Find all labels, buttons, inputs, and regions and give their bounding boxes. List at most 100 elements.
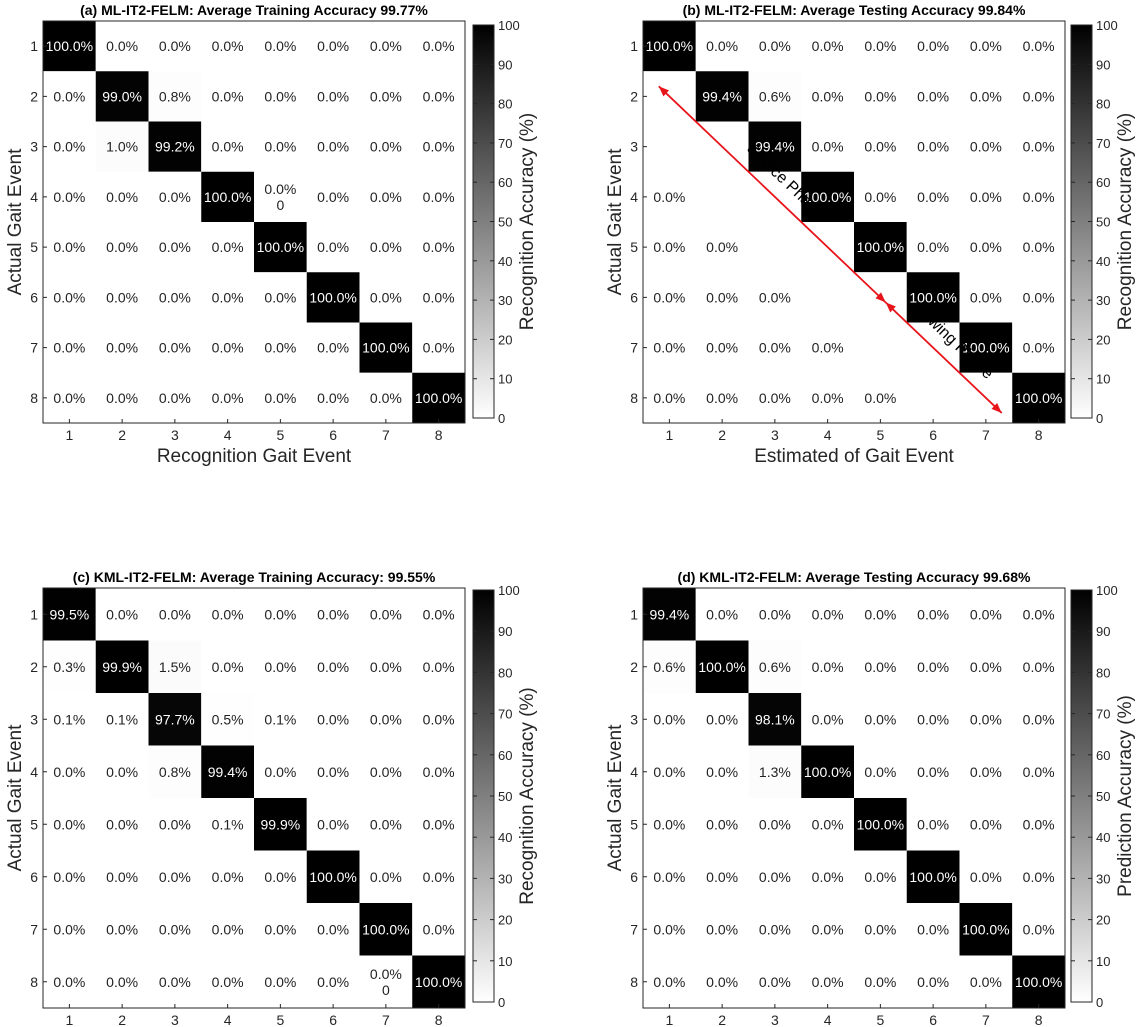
cell-value-label: 0.0%: [970, 974, 1002, 990]
colorbar-tick-label: 0: [498, 995, 505, 1010]
cell-value-label: 0.0%: [864, 711, 896, 727]
heatmap-cell: [906, 372, 960, 423]
heatmap-cell: [748, 903, 802, 956]
cell-value-label: 0.0%: [264, 659, 296, 675]
heatmap-cell: [906, 171, 960, 222]
cell-value-label: 0.0%: [159, 974, 191, 990]
x-tick-label: 7: [982, 1012, 990, 1027]
cell-value-label: 100.0%: [962, 921, 1009, 937]
heatmap-cell: [854, 955, 907, 1008]
heatmap-cell: [748, 850, 802, 903]
heatmap-cell: [1012, 71, 1065, 122]
cell-value-label: 0.0%: [423, 239, 455, 255]
heatmap-cell: [854, 798, 907, 851]
heatmap-cell: [906, 850, 960, 903]
heatmap-cell: [95, 588, 149, 641]
colorbar-tick-label: 10: [498, 372, 512, 387]
cell-value-label: 99.4%: [650, 606, 690, 622]
cell-value-label: 0.0%: [423, 921, 455, 937]
cell-value-label: 0.0%: [317, 921, 349, 937]
cell-value-label: 0.0%: [317, 711, 349, 727]
cell-value-label: 0.0%: [264, 139, 296, 155]
cell-value-label: 0.0%: [423, 816, 455, 832]
heatmap-cell: [748, 372, 802, 423]
cell-value-label: 0.0%: [317, 606, 349, 622]
x-tick-label: 7: [982, 427, 990, 443]
heatmap-cell: [95, 272, 149, 323]
cell-value-label: 100.0%: [309, 869, 356, 885]
heatmap-cell: [643, 850, 696, 903]
axes-frame: [642, 20, 1066, 424]
x-tick-label: 8: [435, 1012, 443, 1027]
cell-value-label: 0.0%: [706, 869, 738, 885]
cell-value-label: 100.0%: [857, 239, 904, 255]
heatmap-cell: [695, 745, 749, 798]
cell-value-label: 0.0%: [653, 764, 685, 780]
cell-value-label: 0.0%: [706, 606, 738, 622]
heatmap-cell: [95, 693, 149, 746]
cell-value-label: 100.0%: [309, 289, 356, 305]
heatmap-cell: [306, 903, 360, 956]
heatmap-cell: [412, 171, 465, 222]
arrow-head-start: [885, 302, 896, 313]
colorbar-tick-label: 70: [1096, 707, 1110, 722]
colorbar-tick-label: 80: [498, 97, 512, 112]
cell-value-label: 0.0%: [317, 88, 349, 104]
cell-value-label: 0.0%: [917, 139, 949, 155]
heatmap-cell: [201, 21, 254, 72]
cell-value-label: 0.0%: [264, 974, 296, 990]
heatmap-cell: [306, 222, 360, 273]
cell-value-label: 0.0%: [106, 189, 138, 205]
heatmap-cell: [959, 71, 1013, 122]
cell-value-label: 98.1%: [755, 711, 795, 727]
heatmap-cell: [306, 71, 360, 122]
y-axis-label: Actual Gait Event: [5, 148, 26, 296]
cell-value-label: 0.0%: [264, 340, 296, 356]
colorbar-tick-label: 50: [498, 215, 512, 230]
heatmap-cell: [254, 322, 307, 373]
cell-value-label: 0.0%: [1023, 239, 1055, 255]
cell-value-label: 0.0%: [423, 659, 455, 675]
heatmap-cell: [643, 588, 696, 641]
heatmap-cell: [1012, 588, 1065, 641]
heatmap-cell: [959, 640, 1013, 693]
heatmap-cell: [695, 71, 749, 122]
heatmap-cell: [643, 222, 696, 273]
heatmap-cell: [959, 903, 1013, 956]
heatmap-cell: [748, 222, 802, 273]
cell-value-label: 0.0%: [864, 869, 896, 885]
heatmap-cell: [359, 272, 413, 323]
colorbar-tick-label: 40: [498, 254, 512, 269]
cell-value-label: 0.0%: [212, 659, 244, 675]
x-tick-label: 2: [718, 427, 726, 443]
heatmap-cell: [254, 745, 307, 798]
cell-value-label: 97.7%: [155, 711, 195, 727]
heatmap-cell: [906, 798, 960, 851]
cell-value-label: 0.0%: [212, 921, 244, 937]
cell-value-label: 0.0%: [106, 390, 138, 406]
heatmap-cell: [959, 588, 1013, 641]
colorbar-tick-label: 70: [498, 136, 512, 151]
cell-value-label: 0.5%: [212, 711, 244, 727]
heatmap-cell: [254, 588, 307, 641]
cell-value-label: 0.1%: [53, 711, 85, 727]
heatmap-cell: [306, 955, 360, 1008]
cell-value-label: 100.0%: [909, 289, 956, 305]
heatmap-cell: [854, 322, 907, 373]
cell-value-label: 0.0%: [53, 869, 85, 885]
heatmap-cell: [201, 693, 254, 746]
subplot-title: (b) ML-IT2-FELM: Average Testing Accurac…: [683, 2, 1026, 18]
cell-value-label: 0.0%: [1023, 289, 1055, 305]
cell-value-label: 0.0%: [812, 606, 844, 622]
heatmap-cell: [643, 745, 696, 798]
y-axis-label: Actual Gait Event: [5, 724, 26, 872]
cell-value-label: 0.6%: [759, 88, 791, 104]
heatmap-cell: [95, 121, 149, 172]
cell-value-label: 0.0%: [53, 816, 85, 832]
heatmap-cell: [359, 71, 413, 122]
heatmap-cell: [359, 322, 413, 373]
cell-value-label: 0.0%: [370, 189, 402, 205]
heatmap-cell: [306, 272, 360, 323]
heatmap-cell: [148, 745, 202, 798]
heatmap-cell: [906, 222, 960, 273]
